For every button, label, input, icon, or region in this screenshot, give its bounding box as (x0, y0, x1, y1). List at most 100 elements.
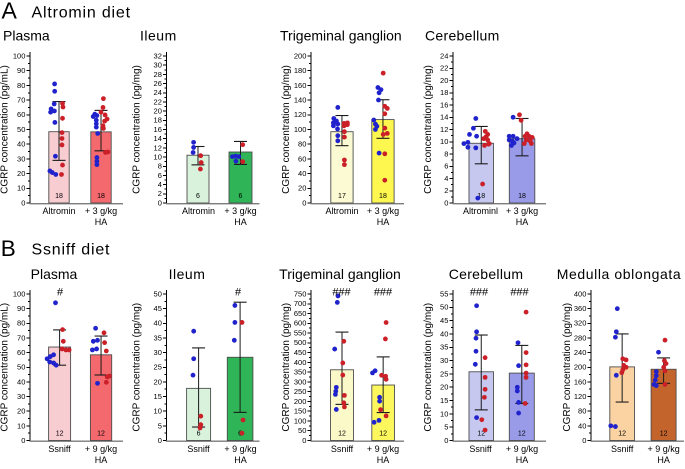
svg-text:8: 8 (444, 149, 448, 158)
svg-text:+ 9 g/kg: + 9 g/kg (506, 444, 538, 454)
svg-text:0: 0 (158, 198, 162, 207)
svg-text:10: 10 (440, 409, 448, 418)
svg-text:5: 5 (158, 421, 162, 430)
svg-text:360: 360 (574, 304, 587, 313)
svg-text:40: 40 (298, 169, 306, 178)
svg-text:18: 18 (477, 193, 485, 200)
svg-text:250: 250 (294, 387, 307, 396)
svg-text:60: 60 (298, 154, 306, 163)
svg-text:200: 200 (294, 397, 307, 406)
svg-text:17: 17 (338, 193, 346, 200)
svg-text:+ 3 g/kg: + 3 g/kg (224, 206, 256, 216)
svg-text:6: 6 (196, 193, 200, 200)
svg-text:25: 25 (440, 369, 448, 378)
svg-text:16: 16 (440, 100, 448, 109)
svg-text:HA: HA (516, 455, 529, 464)
svg-text:10: 10 (17, 421, 25, 430)
svg-text:+ 9 g/kg: + 9 g/kg (224, 444, 256, 454)
svg-text:150: 150 (294, 407, 307, 416)
svg-text:650: 650 (294, 309, 307, 318)
svg-text:140: 140 (294, 96, 307, 105)
svg-text:0: 0 (21, 436, 25, 445)
svg-text:HA: HA (95, 455, 108, 464)
svg-text:CGRP concentration (pg/mg): CGRP concentration (pg/mg) (132, 303, 143, 432)
svg-text:CGRP concentration (pg/mg): CGRP concentration (pg/mg) (281, 303, 292, 432)
svg-text:6: 6 (197, 431, 201, 438)
svg-text:400: 400 (574, 289, 587, 298)
svg-text:2: 2 (158, 189, 162, 198)
svg-text:40: 40 (154, 319, 162, 328)
svg-text:+ 9 g/kg: + 9 g/kg (85, 444, 117, 454)
svg-text:400: 400 (294, 358, 307, 367)
svg-text:180: 180 (294, 66, 307, 75)
svg-text:60: 60 (17, 110, 25, 119)
svg-text:30: 30 (17, 154, 25, 163)
svg-text:160: 160 (294, 81, 307, 90)
svg-text:Medulla oblongata: Medulla oblongata (557, 266, 682, 282)
svg-text:HA: HA (516, 217, 529, 227)
svg-text:0: 0 (302, 198, 306, 207)
svg-text:0: 0 (302, 436, 306, 445)
svg-text:20: 20 (17, 169, 25, 178)
svg-text:CGRP concentration (pg/mg): CGRP concentration (pg/mg) (281, 65, 292, 194)
svg-text:240: 240 (574, 348, 587, 357)
svg-text:Trigeminal ganglion: Trigeminal ganglion (280, 27, 402, 43)
svg-text:+ 3 g/kg: + 3 g/kg (506, 206, 538, 216)
svg-text:50: 50 (154, 289, 162, 298)
svg-text:35: 35 (154, 333, 162, 342)
svg-text:600: 600 (294, 319, 307, 328)
svg-text:80: 80 (17, 319, 25, 328)
svg-text:Ssniff: Ssniff (48, 444, 71, 454)
svg-text:12: 12 (440, 125, 448, 134)
svg-text:40: 40 (578, 421, 586, 430)
svg-text:20: 20 (298, 184, 306, 193)
svg-text:HA: HA (95, 217, 108, 227)
svg-text:14: 14 (440, 113, 448, 122)
svg-text:100: 100 (294, 416, 307, 425)
svg-text:Ileum: Ileum (169, 266, 206, 282)
svg-text:90: 90 (17, 304, 25, 313)
svg-text:15: 15 (154, 392, 162, 401)
svg-text:200: 200 (294, 51, 307, 60)
svg-text:55: 55 (440, 289, 448, 298)
svg-text:6: 6 (239, 193, 243, 200)
svg-text:20: 20 (17, 407, 25, 416)
svg-text:20: 20 (440, 76, 448, 85)
svg-text:5: 5 (444, 423, 448, 432)
svg-text:CGRP concentration (pg/mg): CGRP concentration (pg/mg) (132, 65, 143, 194)
svg-text:160: 160 (574, 377, 587, 386)
svg-text:30: 30 (17, 392, 25, 401)
svg-text:4: 4 (158, 180, 162, 189)
svg-text:Ssniff: Ssniff (469, 444, 492, 454)
svg-text:18: 18 (379, 193, 387, 200)
svg-text:40: 40 (17, 140, 25, 149)
svg-text:100: 100 (13, 51, 26, 60)
svg-text:24: 24 (440, 51, 448, 60)
svg-text:+ 9 g/kg: + 9 g/kg (367, 444, 399, 454)
svg-text:15: 15 (440, 396, 448, 405)
svg-text:32: 32 (154, 51, 162, 60)
svg-text:+ 3 g/kg: + 3 g/kg (367, 206, 399, 216)
svg-text:Trigeminal ganglion: Trigeminal ganglion (279, 266, 401, 282)
svg-text:10: 10 (440, 137, 448, 146)
svg-text:50: 50 (17, 363, 25, 372)
svg-text:0: 0 (158, 436, 162, 445)
svg-text:16: 16 (154, 125, 162, 134)
svg-text:CGRP concentration (pg/mg): CGRP concentration (pg/mg) (562, 303, 573, 432)
svg-text:700: 700 (294, 299, 307, 308)
svg-text:HA: HA (234, 217, 247, 227)
svg-text:26: 26 (154, 79, 162, 88)
svg-text:Cerebellum: Cerebellum (425, 27, 500, 43)
svg-text:120: 120 (574, 392, 587, 401)
svg-text:50: 50 (17, 125, 25, 134)
svg-text:18: 18 (55, 193, 63, 200)
svg-text:40: 40 (440, 329, 448, 338)
svg-text:0: 0 (21, 198, 25, 207)
svg-text:###: ### (470, 286, 489, 298)
svg-text:Altromin diet: Altromin diet (32, 5, 131, 22)
svg-text:12: 12 (518, 431, 526, 438)
svg-text:Plasma: Plasma (31, 266, 78, 282)
svg-text:550: 550 (294, 328, 307, 337)
svg-text:18: 18 (518, 193, 526, 200)
svg-text:45: 45 (154, 304, 162, 313)
